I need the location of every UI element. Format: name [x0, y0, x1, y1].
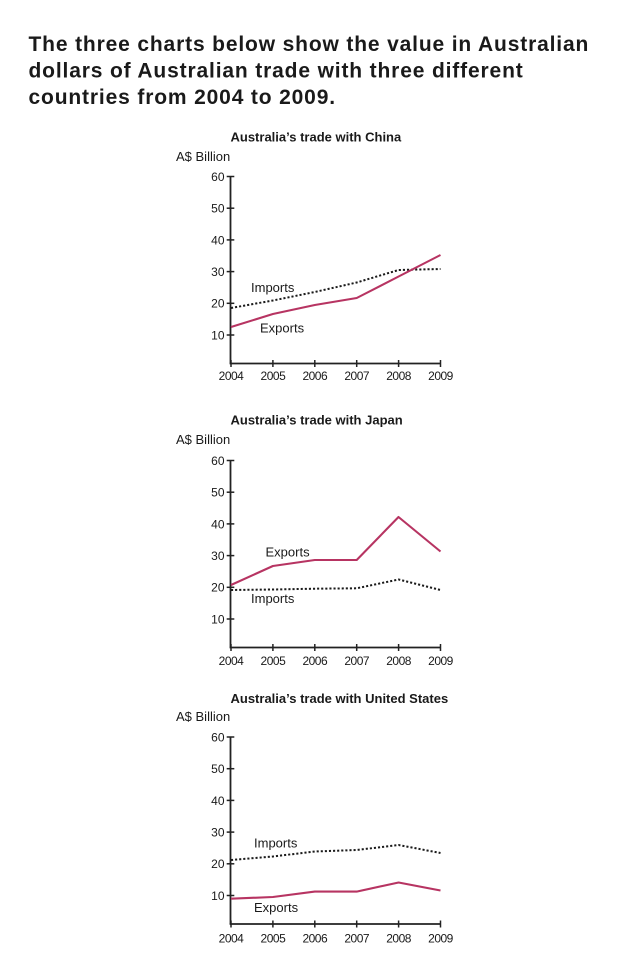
svg-text:Australia’s trade with United: Australia’s trade with United States [231, 691, 449, 706]
svg-text:The three charts below show th: The three charts below show the value in… [29, 33, 590, 56]
svg-text:2009: 2009 [428, 369, 454, 383]
svg-text:A$ Billion: A$ Billion [176, 709, 230, 724]
svg-text:2004: 2004 [219, 369, 245, 383]
svg-text:50: 50 [211, 762, 225, 776]
svg-text:Australia’s trade with China: Australia’s trade with China [231, 130, 402, 145]
svg-text:20: 20 [211, 857, 225, 871]
svg-text:dollars of Australian trade wi: dollars of Australian trade with three d… [29, 60, 524, 83]
svg-text:2006: 2006 [302, 369, 328, 383]
svg-text:2004: 2004 [219, 654, 245, 668]
svg-text:2008: 2008 [386, 369, 412, 383]
svg-text:40: 40 [211, 517, 225, 531]
svg-text:Exports: Exports [254, 900, 299, 915]
svg-text:Exports: Exports [266, 545, 311, 560]
svg-text:Imports: Imports [251, 591, 295, 606]
svg-text:2008: 2008 [386, 654, 412, 668]
svg-text:countries from 2004 to 2009.: countries from 2004 to 2009. [29, 86, 336, 109]
svg-text:2008: 2008 [386, 931, 412, 945]
svg-text:10: 10 [211, 612, 225, 626]
svg-text:2005: 2005 [261, 654, 287, 668]
svg-text:30: 30 [211, 826, 225, 840]
svg-text:2007: 2007 [344, 931, 370, 945]
svg-text:20: 20 [211, 297, 225, 311]
svg-text:2007: 2007 [344, 369, 370, 383]
svg-text:2009: 2009 [428, 931, 454, 945]
svg-text:30: 30 [211, 549, 225, 563]
svg-text:2006: 2006 [302, 931, 328, 945]
svg-text:Imports: Imports [251, 280, 295, 295]
svg-text:50: 50 [211, 486, 225, 500]
svg-text:A$ Billion: A$ Billion [176, 149, 230, 164]
svg-text:A$ Billion: A$ Billion [176, 432, 230, 447]
svg-text:2006: 2006 [302, 654, 328, 668]
svg-text:30: 30 [211, 265, 225, 279]
svg-text:2007: 2007 [344, 654, 370, 668]
svg-text:40: 40 [211, 233, 225, 247]
svg-text:20: 20 [211, 581, 225, 595]
svg-text:50: 50 [211, 202, 225, 216]
svg-text:2005: 2005 [261, 369, 287, 383]
svg-text:Exports: Exports [260, 321, 305, 336]
svg-text:10: 10 [211, 889, 225, 903]
svg-text:Imports: Imports [254, 836, 298, 851]
svg-text:2005: 2005 [261, 931, 287, 945]
svg-text:2004: 2004 [219, 931, 245, 945]
svg-text:60: 60 [211, 170, 225, 184]
svg-text:60: 60 [211, 730, 225, 744]
svg-text:Australia’s trade with Japan: Australia’s trade with Japan [231, 413, 403, 428]
svg-text:2009: 2009 [428, 654, 454, 668]
svg-text:10: 10 [211, 328, 225, 342]
svg-text:60: 60 [211, 454, 225, 468]
svg-text:40: 40 [211, 794, 225, 808]
